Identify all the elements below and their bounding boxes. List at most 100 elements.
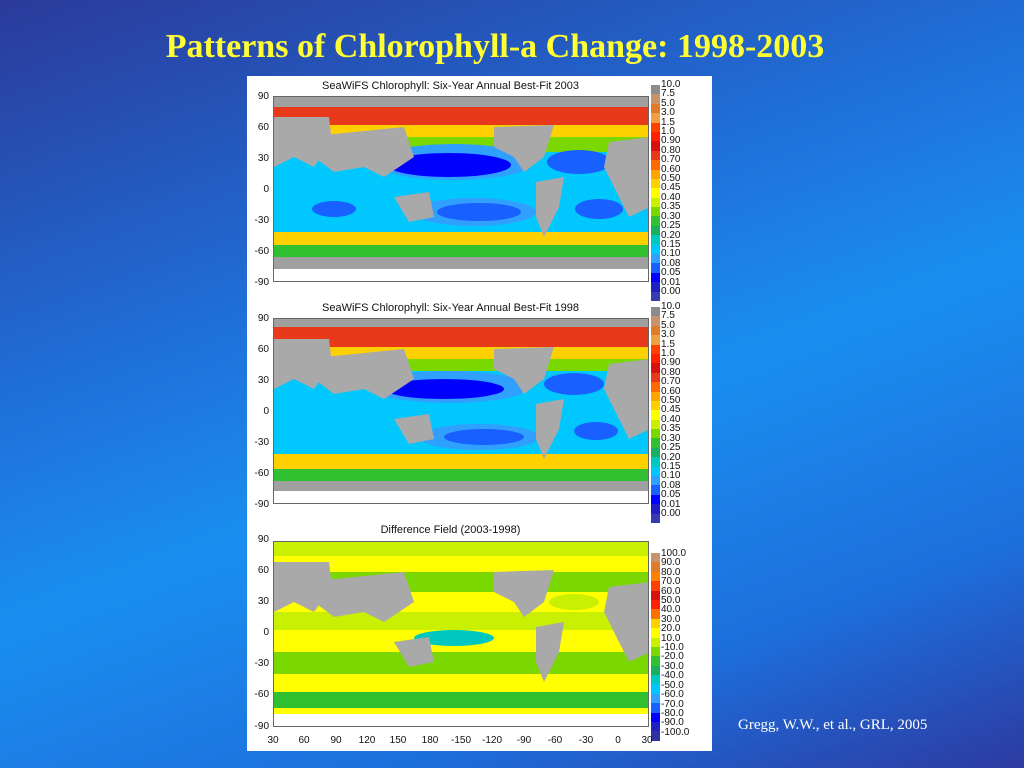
colorbar-segment [651, 94, 660, 104]
scale-label: 1.0 [661, 348, 675, 360]
y-tick: 60 [257, 344, 269, 355]
scale-label: 0.05 [661, 267, 681, 279]
colorbar-segment [651, 675, 660, 685]
scale-label: -90.0 [661, 717, 684, 729]
colorbar-segment [651, 590, 660, 600]
colorbar-segment [651, 703, 660, 713]
y-tick: 90 [257, 534, 269, 545]
x-tick: 0 [615, 735, 621, 746]
scale-label: 0.15 [661, 238, 681, 250]
colorbar-segment [651, 85, 660, 95]
colorbar-segment [651, 391, 660, 401]
colorbar-segment [651, 504, 660, 514]
scale-label: 0.25 [661, 442, 681, 454]
y-tick: -30 [254, 437, 269, 448]
scale-label: 0.70 [661, 376, 681, 388]
x-tick: 30 [641, 735, 653, 746]
colorbar-segment [651, 665, 660, 676]
colorbar-segment [651, 562, 660, 572]
colorbar-segment [651, 628, 660, 638]
y-tick: -90 [254, 499, 269, 510]
y-tick: -90 [254, 277, 269, 288]
x-tick: -120 [481, 735, 502, 746]
colorbar-segment [651, 731, 660, 741]
colorbar-segment [651, 197, 660, 208]
y-tick: 60 [257, 565, 269, 576]
colorbar-segment [651, 466, 660, 477]
scale-label: 0.01 [661, 498, 681, 510]
scale-label: 1.0 [661, 126, 675, 138]
scale-label: 0.25 [661, 220, 681, 232]
scale-label: 0.50 [661, 395, 681, 407]
colorbar-segment [651, 684, 660, 694]
scale-label: 0.15 [661, 460, 681, 472]
x-tick: -90 [516, 735, 532, 746]
scale-label: -20.0 [661, 651, 684, 663]
panel-title-1998: SeaWiFS Chlorophyll: Six-Year Annual Bes… [322, 302, 579, 314]
colorbar-segment [651, 494, 660, 505]
scale-label: 0.60 [661, 385, 681, 397]
colorbar-segment [651, 307, 660, 317]
panel-title-2003: SeaWiFS Chlorophyll: Six-Year Annual Bes… [322, 80, 579, 92]
x-tick: 180 [421, 735, 439, 746]
scale-label: 0.80 [661, 366, 681, 378]
y-tick: 0 [263, 184, 269, 195]
colorbar-segment [651, 225, 660, 236]
scale-label: 0.70 [661, 154, 681, 166]
colorbar-segment [651, 457, 660, 467]
colorbar-segment [651, 160, 660, 170]
chlorophyll-colorbar-2003 [651, 85, 660, 301]
scale-label: 0.90 [661, 357, 681, 369]
y-tick: -30 [254, 658, 269, 669]
colorbar-segment [651, 141, 660, 151]
scale-label: 0.10 [661, 470, 681, 482]
colorbar-segment [651, 712, 660, 723]
colorbar-segment [651, 207, 660, 217]
scale-label: 0.08 [661, 257, 681, 269]
scale-label: 0.90 [661, 135, 681, 147]
colorbar-segment [651, 272, 660, 283]
scale-label: 0.01 [661, 276, 681, 288]
colorbar-segment [651, 618, 660, 629]
colorbar-segment [651, 263, 660, 273]
colorbar-segment [651, 438, 660, 448]
colorbar-segment [651, 353, 660, 364]
scale-label: -40.0 [661, 670, 684, 682]
scale-label: -70.0 [661, 698, 684, 710]
colorbar-segment [651, 372, 660, 383]
scale-label: 5.0 [661, 97, 675, 109]
scale-label: 7.5 [661, 310, 675, 322]
scale-label: 0.00 [661, 507, 681, 519]
slide-title: Patterns of Chlorophyll-a Change: 1998-2… [165, 28, 825, 65]
scale-label: 0.35 [661, 423, 681, 435]
x-tick: 90 [330, 735, 342, 746]
scale-label: 0.20 [661, 229, 681, 241]
colorbar-segment [651, 419, 660, 430]
scale-label: 5.0 [661, 319, 675, 331]
scale-label: 0.60 [661, 163, 681, 175]
colorbar-segment [651, 693, 660, 704]
chlorophyll-colorbar-1998 [651, 307, 660, 523]
y-tick: -60 [254, 689, 269, 700]
colorbar-segment [651, 335, 660, 345]
x-tick: -60 [547, 735, 563, 746]
scale-label: 0.50 [661, 173, 681, 185]
scale-label: -80.0 [661, 707, 684, 719]
scale-label: 3.0 [661, 329, 675, 341]
difference-colorbar [651, 553, 660, 741]
y-tick: 30 [257, 153, 269, 164]
colorbar-segment [651, 609, 660, 619]
colorbar-segment [651, 188, 660, 198]
scale-label: -10.0 [661, 642, 684, 654]
colorbar-segment [651, 216, 660, 226]
scale-label: 0.45 [661, 404, 681, 416]
scale-label: 90.0 [661, 557, 681, 569]
colorbar-segment [651, 363, 660, 373]
colorbar-segment [651, 150, 660, 161]
scale-label: 0.10 [661, 248, 681, 260]
scale-label: 100.0 [661, 548, 687, 559]
scale-label: -60.0 [661, 689, 684, 701]
colorbar-segment [651, 254, 660, 264]
y-tick: 90 [257, 91, 269, 102]
colorbar-segment [651, 476, 660, 486]
